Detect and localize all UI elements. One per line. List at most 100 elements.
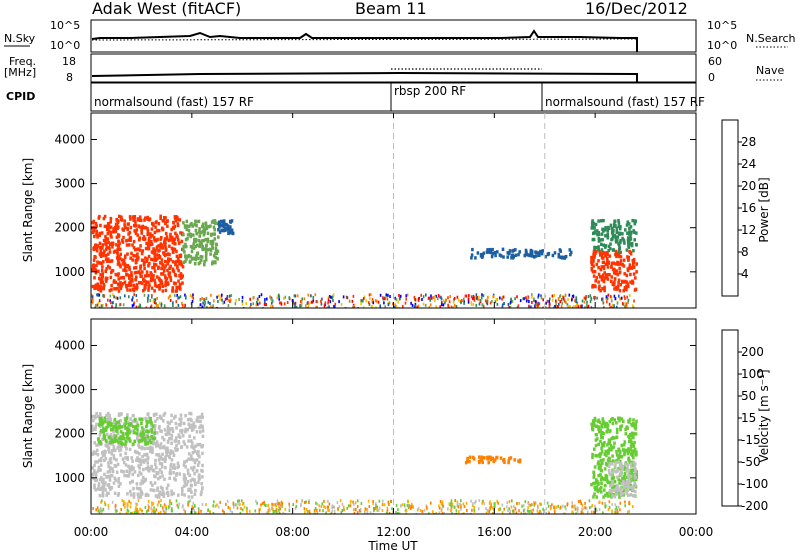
echo-cell xyxy=(200,490,203,494)
scatter-cell xyxy=(114,507,117,511)
echo-cell xyxy=(487,461,490,465)
echo-cell xyxy=(103,416,107,420)
scatter-cell xyxy=(590,505,593,509)
echo-cell xyxy=(155,229,159,233)
echo-cell xyxy=(127,474,131,478)
scatter-cell xyxy=(585,303,588,307)
scatter-cell xyxy=(92,301,94,305)
scatter-cell xyxy=(131,304,134,308)
scatter-cell xyxy=(131,511,133,514)
echo-cell xyxy=(145,441,149,445)
echo-cell xyxy=(615,235,619,239)
freq-series xyxy=(91,71,638,82)
scatter-cell xyxy=(495,298,497,301)
echo-cell xyxy=(140,472,143,476)
scatter-cell xyxy=(240,499,243,503)
echo-cell xyxy=(172,221,175,225)
echo-cell xyxy=(166,224,169,228)
echo-cell xyxy=(206,248,210,252)
echo-cell xyxy=(606,427,609,431)
scatter-cell xyxy=(475,303,478,307)
scatter-cell xyxy=(483,502,486,506)
scatter-cell xyxy=(257,302,259,306)
scatter-cell xyxy=(379,293,382,297)
echo-cell xyxy=(116,286,119,290)
scatter-cell xyxy=(545,301,547,305)
echo-cell xyxy=(177,423,181,427)
scatter-cell xyxy=(103,501,106,505)
scatter-cell xyxy=(211,306,214,308)
echo-cell xyxy=(613,280,616,284)
scatter-cell xyxy=(368,303,371,306)
echo-cell xyxy=(109,220,112,224)
echo-cell xyxy=(604,234,607,238)
nave-tick-top: 60 xyxy=(708,55,722,68)
echo-cell xyxy=(195,243,199,247)
scatter-cell xyxy=(137,510,140,514)
echo-cell xyxy=(169,468,172,472)
scatter-cell xyxy=(96,293,98,297)
echo-cell xyxy=(95,232,98,237)
x-tick-label: 00:00 xyxy=(679,525,714,539)
echo-cell xyxy=(604,421,607,426)
scatter-cell xyxy=(537,293,540,297)
scatter-cell xyxy=(492,295,495,299)
scatter-cell xyxy=(372,500,374,503)
scatter-cell xyxy=(311,300,314,304)
echo-cell xyxy=(185,227,189,232)
y-tick-label: 2000 xyxy=(54,221,85,235)
echo-cell xyxy=(113,417,117,422)
echo-cell xyxy=(104,279,108,283)
echo-cell xyxy=(634,422,638,426)
echo-cell xyxy=(179,423,182,427)
echo-cell xyxy=(190,439,193,443)
scatter-cell xyxy=(517,304,520,308)
scatter-cell xyxy=(534,303,537,306)
echo-cell xyxy=(104,481,107,485)
echo-cell xyxy=(136,257,139,261)
scatter-cell xyxy=(306,510,309,514)
scatter-cell xyxy=(404,508,407,512)
echo-cell xyxy=(615,458,618,463)
echo-cell xyxy=(109,225,113,229)
echo-cell xyxy=(160,261,164,266)
scatter-cell xyxy=(176,294,178,297)
echo-cell xyxy=(94,478,97,483)
scatter-cell xyxy=(279,507,281,511)
echo-cell xyxy=(94,243,98,247)
echo-cell xyxy=(612,283,616,287)
echo-cell xyxy=(506,255,509,259)
scatter-cell xyxy=(276,499,279,503)
echo-cell xyxy=(135,285,139,289)
echo-cell xyxy=(595,249,598,254)
echo-cell xyxy=(609,247,612,251)
echo-cell xyxy=(140,438,144,443)
echo-cell xyxy=(189,232,193,237)
echo-cell xyxy=(145,420,149,424)
scatter-cell xyxy=(395,304,397,308)
echo-cell xyxy=(606,273,610,277)
scatter-cell xyxy=(306,301,309,305)
echo-cell xyxy=(124,254,127,258)
scatter-cell xyxy=(271,301,273,305)
echo-cell xyxy=(101,481,105,485)
scatter-cell xyxy=(372,502,374,506)
scatter-cell xyxy=(249,509,251,513)
scatter-cell xyxy=(624,500,626,504)
scatter-cell xyxy=(314,293,317,297)
echo-cell xyxy=(106,264,110,269)
echo-cell xyxy=(159,446,162,450)
echo-cell xyxy=(134,258,138,263)
scatter-cell xyxy=(294,506,297,510)
scatter-cell xyxy=(615,305,618,308)
scatter-cell xyxy=(210,293,212,297)
scatter-cell xyxy=(566,503,568,507)
echo-cell xyxy=(153,481,157,485)
echo-cell xyxy=(102,253,105,258)
echo-cell xyxy=(173,224,177,229)
scatter-cell xyxy=(197,306,200,308)
echo-cell xyxy=(595,487,599,491)
scatter-cell xyxy=(316,300,319,304)
echo-cell xyxy=(159,455,162,459)
echo-cell xyxy=(153,278,156,282)
